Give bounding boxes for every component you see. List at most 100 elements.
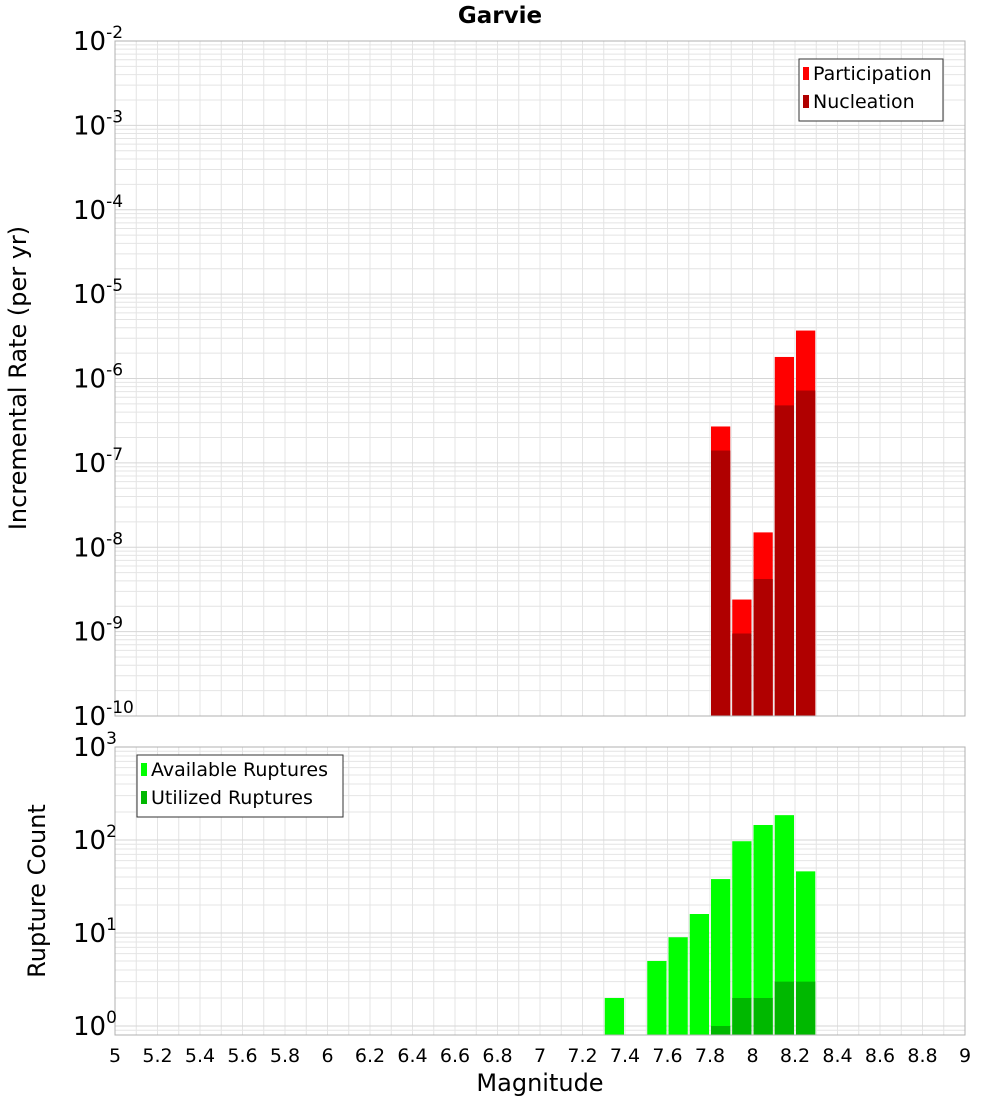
y-tick-base: 10: [73, 280, 106, 310]
y-tick-base: 10: [73, 365, 106, 395]
y-tick-exponent: -9: [106, 614, 123, 634]
bar: [711, 450, 731, 716]
y-tick-label: 10-4: [73, 192, 123, 226]
bar: [732, 633, 752, 716]
legend-swatch: [141, 791, 147, 804]
y-tick-label: 10-10: [73, 698, 134, 732]
plot-frame: [114, 40, 966, 717]
y-tick-exponent: -5: [106, 276, 123, 296]
y-tick-base: 10: [73, 111, 106, 141]
x-tick-label: 7.2: [567, 1045, 597, 1067]
y-tick-base: 10: [73, 919, 106, 949]
bar: [753, 997, 773, 1035]
y-tick-base: 10: [73, 27, 106, 57]
y-tick-exponent: 3: [106, 729, 117, 749]
x-tick-label: 5.2: [142, 1045, 172, 1067]
bar: [604, 997, 624, 1035]
y-tick-base: 10: [73, 702, 106, 732]
y-tick-base: 10: [73, 826, 106, 856]
y-tick-exponent: 0: [106, 1008, 117, 1028]
bar: [796, 981, 816, 1035]
y-tick-exponent: -10: [106, 698, 134, 718]
bar: [774, 405, 794, 716]
y-tick-base: 10: [73, 196, 106, 226]
y-tick-label: 103: [73, 729, 117, 763]
x-axis-label: Magnitude: [476, 1069, 603, 1097]
y-tick-base: 10: [73, 618, 106, 648]
y-tick-exponent: 2: [106, 822, 117, 842]
series-utilized-ruptures: [711, 981, 816, 1035]
legend-label: Utilized Ruptures: [151, 787, 313, 809]
legend-box: [136, 754, 344, 818]
rate-panel: 10-1010-910-810-710-610-510-410-310-2Par…: [73, 23, 966, 732]
x-tick-label: 6.6: [440, 1045, 470, 1067]
series-nucleation: [711, 390, 816, 716]
x-tick-label: 8: [746, 1045, 758, 1067]
x-tick-label: 8.2: [780, 1045, 810, 1067]
legend-swatch: [141, 763, 147, 776]
y-tick-base: 10: [73, 1012, 106, 1042]
bar: [647, 960, 667, 1035]
y-tick-exponent: -8: [106, 529, 123, 549]
x-tick-label: 5.8: [270, 1045, 300, 1067]
x-tick-label: 8.4: [822, 1045, 852, 1067]
bar: [711, 879, 731, 1035]
y-tick-exponent: -7: [106, 445, 123, 465]
legend-box: [798, 58, 944, 122]
x-tick-label: 6.4: [397, 1045, 427, 1067]
bar: [774, 815, 794, 1035]
x-tick-label: 5: [109, 1045, 121, 1067]
x-tick-label: 7.4: [610, 1045, 640, 1067]
y-tick-base: 10: [73, 449, 106, 479]
plot-frame: [114, 746, 966, 1036]
bar: [774, 981, 794, 1035]
bar: [753, 824, 773, 1035]
y-tick-label: 10-7: [73, 445, 123, 479]
y-axis-label-rate: Incremental Rate (per yr): [4, 226, 32, 530]
bar: [732, 997, 752, 1035]
y-tick-exponent: 1: [106, 915, 117, 935]
x-tick-label: 5.4: [185, 1045, 215, 1067]
chart-title: Garvie: [458, 3, 542, 29]
y-tick-base: 10: [73, 733, 106, 763]
legend-label: Participation: [813, 63, 932, 85]
series-available-ruptures: [604, 815, 816, 1035]
y-tick-label: 101: [73, 915, 117, 949]
bar: [753, 579, 773, 716]
bar: [711, 1025, 731, 1035]
x-tick-label: 7.8: [695, 1045, 725, 1067]
legend-swatch: [803, 95, 809, 108]
y-tick-exponent: -2: [106, 23, 123, 43]
x-tick-labels: 5 5.2 5.4 5.6 5.8 6 6.2 6.4 6.6 6.8 7 7.2 7.4 7.6 7.8 8…: [109, 1045, 971, 1067]
x-tick-label: 7.6: [652, 1045, 682, 1067]
y-tick-label: 102: [73, 822, 117, 856]
y-axis-label-count: Rupture Count: [23, 804, 51, 978]
y-tick-label: 100: [73, 1008, 117, 1042]
y-tick-label: 10-8: [73, 529, 123, 563]
y-tick-label: 10-9: [73, 614, 123, 648]
x-tick-label: 5.6: [227, 1045, 257, 1067]
y-tick-base: 10: [73, 533, 106, 563]
legend: Available Ruptures Utilized Ruptures: [136, 754, 344, 818]
x-tick-label: 9: [959, 1045, 971, 1067]
bar: [732, 841, 752, 1035]
legend-swatch: [803, 67, 809, 80]
y-tick-exponent: -6: [106, 361, 123, 381]
legend-label: Nucleation: [813, 91, 915, 113]
y-tick-label: 10-3: [73, 107, 123, 141]
x-tick-label: 6: [321, 1045, 333, 1067]
y-tick-label: 10-2: [73, 23, 123, 57]
grid-lines: [114, 41, 966, 717]
x-tick-label: 8.8: [907, 1045, 937, 1067]
x-tick-label: 8.6: [865, 1045, 895, 1067]
legend: Participation Nucleation: [798, 58, 944, 122]
y-tick-exponent: -3: [106, 107, 123, 127]
bar: [796, 390, 816, 716]
bar: [668, 937, 688, 1035]
y-tick-label: 10-5: [73, 276, 123, 310]
legend-label: Available Ruptures: [151, 759, 328, 781]
